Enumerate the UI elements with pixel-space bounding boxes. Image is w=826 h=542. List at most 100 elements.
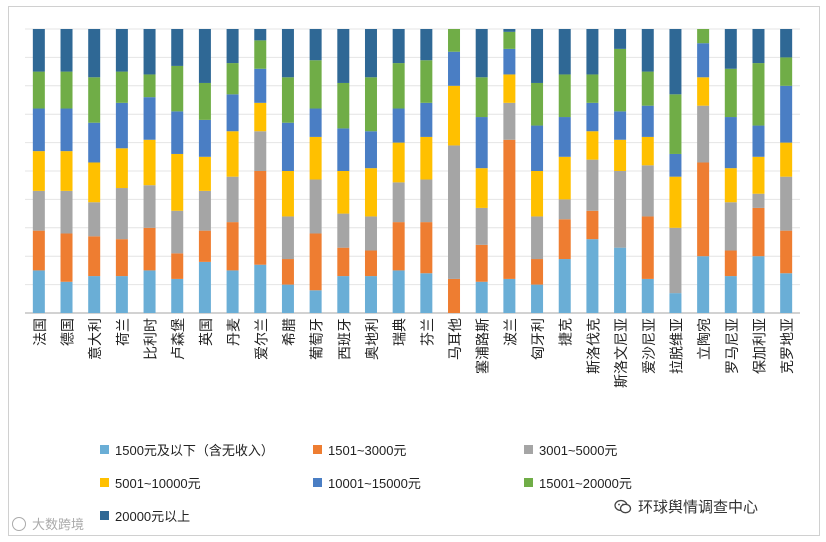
bar-16-series-3 (475, 168, 488, 208)
bar-14-series-5 (420, 60, 433, 103)
bar-6-series-6 (198, 29, 211, 83)
bar-20-series-4 (586, 102, 599, 132)
bar-18-series-1 (531, 259, 544, 285)
bar-0-series-6 (32, 29, 45, 72)
bar-24-series-2 (697, 105, 710, 163)
bar-7-series-2 (226, 176, 239, 223)
legend-item-2: 3001~5000元 (524, 440, 617, 459)
x-tick-label-27: 克罗地亚 (780, 318, 796, 374)
bar-26-series-6 (752, 29, 765, 64)
bar-25-series-6 (724, 29, 737, 69)
bar-16-series-0 (475, 281, 488, 313)
bar-13-series-1 (392, 222, 405, 271)
bar-1-series-3 (60, 151, 73, 191)
x-tick-label-23: 拉脱维亚 (669, 318, 685, 374)
bar-10-series-6 (309, 29, 322, 61)
bar-6-series-5 (198, 82, 211, 120)
bar-0-series-3 (32, 151, 45, 191)
bar-26-series-5 (752, 63, 765, 126)
bar-20-series-3 (586, 131, 599, 160)
bar-17-series-5 (503, 31, 516, 49)
bar-18-series-0 (531, 284, 544, 313)
bar-25-series-0 (724, 276, 737, 313)
x-tick-label-7: 丹麦 (227, 318, 243, 346)
bar-4-series-0 (143, 270, 156, 313)
x-tick-label-11: 西班牙 (337, 318, 353, 360)
bar-2-series-4 (88, 122, 101, 163)
bar-2-series-5 (88, 77, 101, 123)
bar-3-series-3 (115, 148, 128, 189)
bar-27-series-2 (780, 176, 793, 231)
legend-swatch-0 (100, 445, 109, 454)
bar-1-series-6 (60, 29, 73, 72)
bar-5-series-2 (171, 210, 184, 254)
bar-15-series-5 (448, 29, 461, 52)
bar-2-series-1 (88, 236, 101, 277)
bar-25-series-4 (724, 117, 737, 169)
bar-1-series-2 (60, 190, 73, 234)
x-tick-label-0: 法国 (33, 318, 49, 346)
bar-8-series-1 (254, 171, 267, 265)
x-tick-label-2: 意大利 (87, 318, 104, 360)
bar-23-series-5 (669, 94, 682, 154)
x-tick-label-19: 捷克 (559, 318, 575, 346)
bar-1-series-5 (60, 71, 73, 109)
bar-19-series-2 (558, 199, 571, 220)
x-tick-label-16: 塞浦路斯 (475, 318, 492, 374)
bar-17-series-2 (503, 102, 516, 140)
bar-16-series-5 (475, 77, 488, 118)
bar-23-series-6 (669, 29, 682, 95)
bar-6-series-4 (198, 119, 211, 157)
bar-27-series-0 (780, 273, 793, 313)
bar-15-series-4 (448, 51, 461, 86)
watermark-right: 环球舆情调查中心 (614, 496, 758, 517)
bar-6-series-0 (198, 261, 211, 313)
legend-swatch-3 (100, 478, 109, 487)
bar-4-series-3 (143, 139, 156, 186)
bar-25-series-3 (724, 168, 737, 203)
bar-27-series-6 (780, 29, 793, 58)
bar-3-series-0 (115, 276, 128, 313)
bar-11-series-4 (337, 128, 350, 171)
bar-7-series-1 (226, 222, 239, 271)
bar-22-series-6 (641, 29, 654, 72)
bar-26-series-3 (752, 156, 765, 194)
bar-5-series-1 (171, 253, 184, 279)
bar-5-series-0 (171, 278, 184, 313)
x-tick-label-21: 斯洛文尼亚 (614, 318, 630, 388)
bar-10-series-3 (309, 136, 322, 180)
watermark-left: 大数跨境 (12, 514, 84, 533)
bar-16-series-2 (475, 207, 488, 245)
bar-2-series-0 (88, 276, 101, 313)
bar-3-series-2 (115, 188, 128, 240)
bar-12-series-0 (364, 276, 377, 313)
bar-24-series-5 (697, 29, 710, 44)
bar-20-series-5 (586, 74, 599, 103)
bar-18-series-2 (531, 216, 544, 260)
bar-20-series-0 (586, 239, 599, 313)
bar-3-series-4 (115, 102, 128, 149)
bar-25-series-5 (724, 68, 737, 118)
bar-1-series-1 (60, 233, 73, 282)
bar-15-series-1 (448, 278, 461, 313)
legend-label-0: 1500元及以下（含无收入） (115, 443, 274, 458)
bar-27-series-4 (780, 85, 793, 143)
bar-4-series-5 (143, 74, 156, 98)
bar-20-series-2 (586, 159, 599, 211)
chart-frame (8, 6, 820, 536)
bar-23-series-2 (669, 227, 682, 294)
bar-10-series-0 (309, 290, 322, 313)
bar-17-series-1 (503, 139, 516, 279)
bar-2-series-3 (88, 162, 101, 203)
bar-8-series-2 (254, 131, 267, 171)
legend-item-0: 1500元及以下（含无收入） (100, 440, 274, 459)
bar-25-series-1 (724, 250, 737, 277)
bar-22-series-0 (641, 278, 654, 313)
bar-27-series-3 (780, 142, 793, 177)
bar-5-series-4 (171, 111, 184, 154)
legend-item-3: 5001~10000元 (100, 473, 201, 492)
bar-3-series-5 (115, 71, 128, 103)
bar-18-series-5 (531, 82, 544, 126)
bar-7-series-0 (226, 270, 239, 313)
